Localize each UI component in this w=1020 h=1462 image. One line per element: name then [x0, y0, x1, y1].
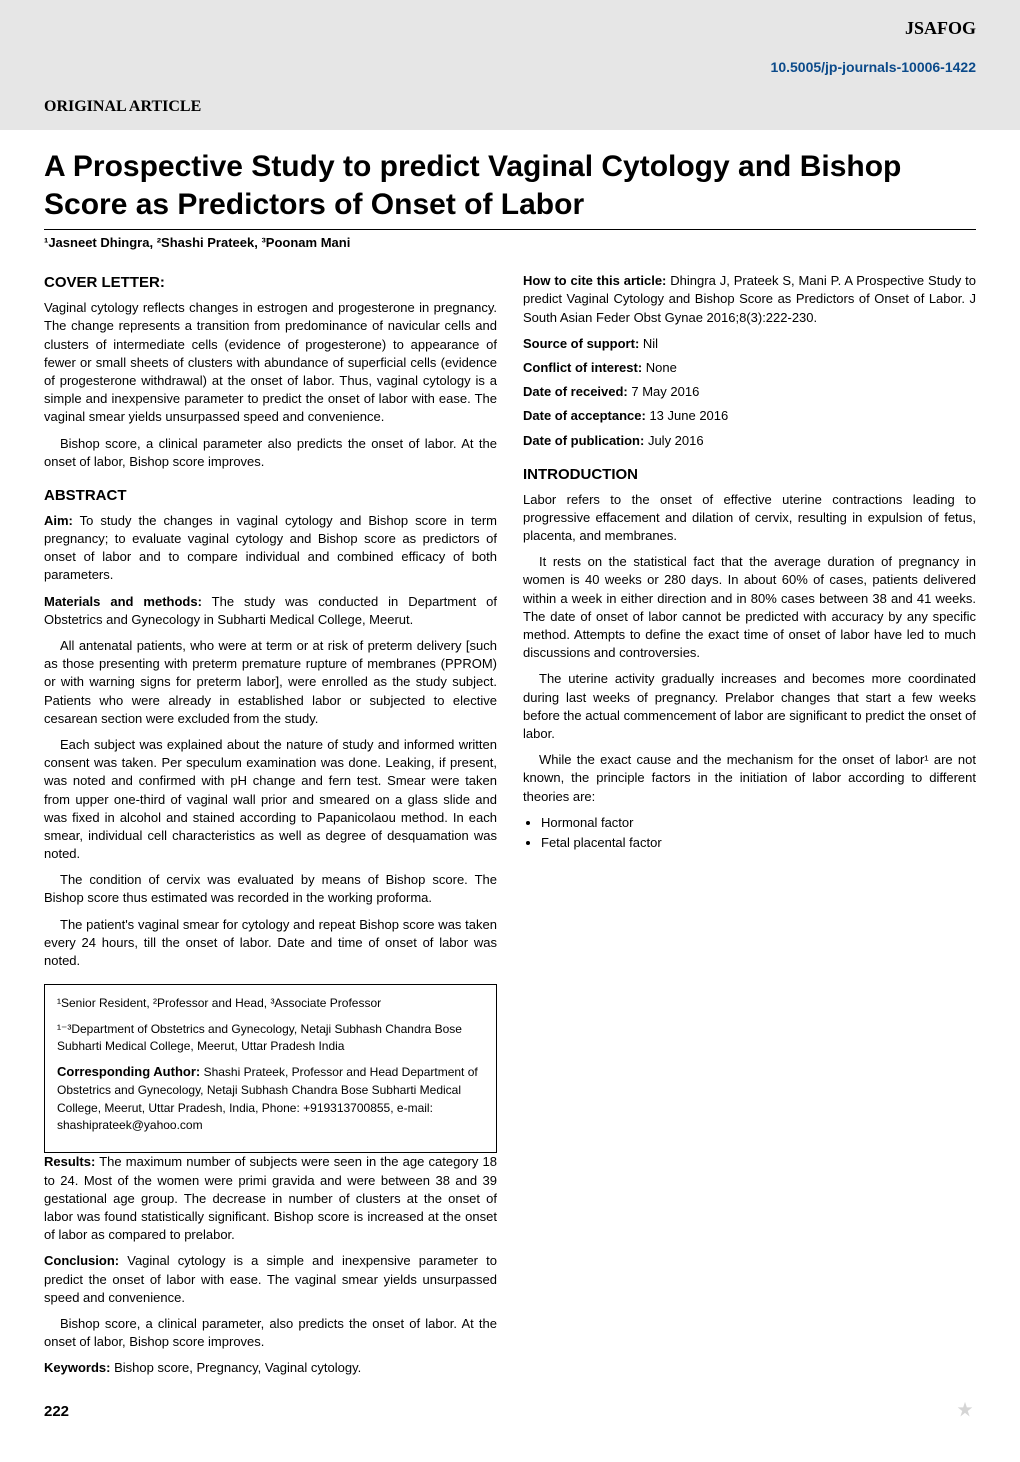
- results-text: The maximum number of subjects were seen…: [44, 1154, 497, 1242]
- mm-label: Materials and methods:: [44, 594, 202, 609]
- publication-text: July 2016: [644, 433, 703, 448]
- abstract-mm4: The condition of cervix was evaluated by…: [44, 871, 497, 907]
- abstract-mm3: Each subject was explained about the nat…: [44, 736, 497, 863]
- author-affiliation: ¹⁻³Department of Obstetrics and Gynecolo…: [57, 1021, 484, 1056]
- abstract-mm1: Materials and methods: The study was con…: [44, 593, 497, 629]
- intro-p3: The uterine activity gradually increases…: [523, 670, 976, 743]
- keywords-label: Keywords:: [44, 1360, 110, 1375]
- authors-line: ¹Jasneet Dhingra, ²Shashi Prateek, ³Poon…: [44, 234, 976, 252]
- support-text: Nil: [639, 336, 658, 351]
- header-band: JSAFOG 10.5005/jp-journals-10006-1422 OR…: [0, 0, 1020, 130]
- intro-bullet-2: Fetal placental factor: [541, 834, 976, 852]
- aim-text: To study the changes in vaginal cytology…: [44, 513, 497, 583]
- article-title: A Prospective Study to predict Vaginal C…: [44, 148, 976, 223]
- aim-label: Aim:: [44, 513, 73, 528]
- intro-p1: Labor refers to the onset of effective u…: [523, 491, 976, 546]
- title-rule: [44, 229, 976, 230]
- intro-bullets: Hormonal factor Fetal placental factor: [541, 814, 976, 852]
- conclusion-label: Conclusion:: [44, 1253, 119, 1268]
- abstract-conclusion1: Conclusion: Vaginal cytology is a simple…: [44, 1252, 497, 1307]
- corresponding-label: Corresponding Author:: [57, 1064, 200, 1079]
- accepted-text: 13 June 2016: [646, 408, 728, 423]
- intro-bullet-1: Hormonal factor: [541, 814, 976, 832]
- abstract-accepted: Date of acceptance: 13 June 2016: [523, 407, 976, 425]
- introduction-heading: INTRODUCTION: [523, 464, 976, 485]
- abstract-conflict: Conflict of interest: None: [523, 359, 976, 377]
- intro-p2: It rests on the statistical fact that th…: [523, 553, 976, 662]
- publication-label: Date of publication:: [523, 433, 644, 448]
- doi: 10.5005/jp-journals-10006-1422: [771, 58, 976, 78]
- abstract-received: Date of received: 7 May 2016: [523, 383, 976, 401]
- abstract-support: Source of support: Nil: [523, 335, 976, 353]
- page-number: 222: [44, 1401, 69, 1422]
- support-label: Source of support:: [523, 336, 639, 351]
- abstract-howtocite: How to cite this article: Dhingra J, Pra…: [523, 272, 976, 327]
- article-type: ORIGINAL ARTICLE: [44, 96, 201, 118]
- author-roles: ¹Senior Resident, ²Professor and Head, ³…: [57, 995, 484, 1012]
- abstract-conclusion2: Bishop score, a clinical parameter, also…: [44, 1315, 497, 1351]
- conflict-label: Conflict of interest:: [523, 360, 642, 375]
- abstract-results: Results: The maximum number of subjects …: [44, 1153, 497, 1244]
- results-label: Results:: [44, 1154, 95, 1169]
- cover-letter-heading: COVER LETTER:: [44, 272, 497, 293]
- abstract-mm5: The patient's vaginal smear for cytology…: [44, 916, 497, 971]
- publisher-logo-icon: [954, 1400, 976, 1422]
- accepted-label: Date of acceptance:: [523, 408, 646, 423]
- abstract-heading: ABSTRACT: [44, 485, 497, 506]
- cover-letter-p2: Bishop score, a clinical parameter also …: [44, 435, 497, 471]
- abstract-aim: Aim: To study the changes in vaginal cyt…: [44, 512, 497, 585]
- page-footer: 222: [44, 1400, 976, 1422]
- author-info-box: ¹Senior Resident, ²Professor and Head, ³…: [44, 984, 497, 1153]
- abstract-keywords: Keywords: Bishop score, Pregnancy, Vagin…: [44, 1359, 497, 1377]
- conflict-text: None: [642, 360, 677, 375]
- journal-badge: JSAFOG: [905, 16, 976, 41]
- author-corresponding: Corresponding Author: Shashi Prateek, Pr…: [57, 1063, 484, 1134]
- abstract-mm2: All antenatal patients, who were at term…: [44, 637, 497, 728]
- howtocite-label: How to cite this article:: [523, 273, 666, 288]
- received-text: 7 May 2016: [628, 384, 700, 399]
- intro-p4: While the exact cause and the mechanism …: [523, 751, 976, 806]
- received-label: Date of received:: [523, 384, 628, 399]
- keywords-text: Bishop score, Pregnancy, Vaginal cytolog…: [110, 1360, 361, 1375]
- abstract-publication: Date of publication: July 2016: [523, 432, 976, 450]
- content-columns: COVER LETTER: Vaginal cytology reflects …: [44, 272, 976, 1382]
- cover-letter-p1: Vaginal cytology reflects changes in est…: [44, 299, 497, 426]
